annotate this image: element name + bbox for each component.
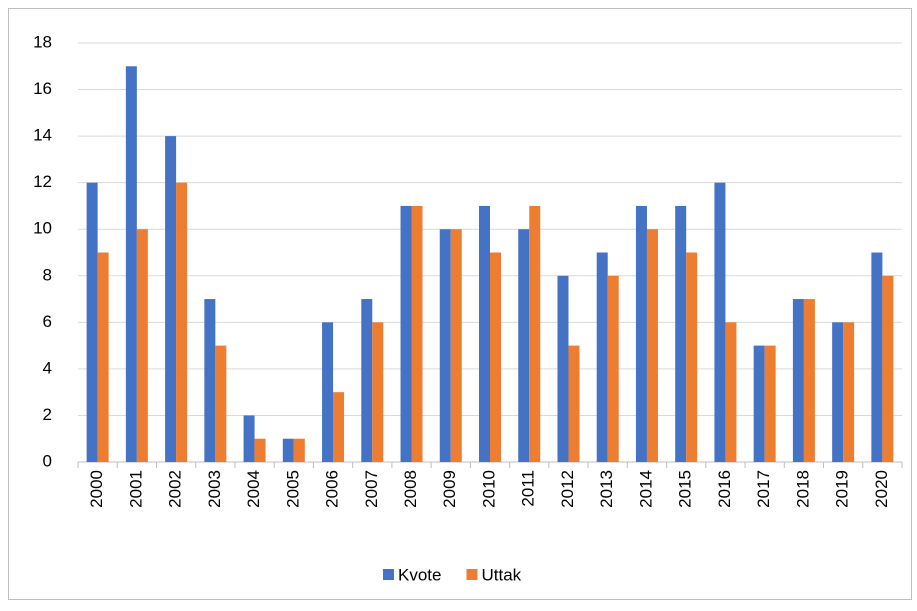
x-tick-label: 2000 [87, 470, 106, 508]
bar [557, 275, 569, 462]
y-tick-label: 12 [33, 172, 52, 191]
bar [215, 345, 227, 462]
y-tick-label: 16 [33, 79, 52, 98]
bar [529, 205, 541, 462]
bar [871, 252, 883, 462]
x-tick-label: 2015 [676, 470, 695, 508]
legend-label: Uttak [481, 565, 521, 584]
bar [400, 205, 412, 462]
y-tick-label: 8 [43, 265, 52, 284]
x-tick-label: 2011 [519, 470, 538, 507]
bar [490, 252, 501, 462]
y-tick-label: 10 [33, 219, 52, 238]
bar [322, 322, 334, 462]
bar [792, 299, 804, 462]
bar [479, 205, 490, 462]
bar [361, 299, 373, 462]
bar [843, 322, 855, 462]
bar [764, 345, 776, 462]
x-tick-label: 2012 [558, 470, 577, 508]
bar [86, 182, 98, 462]
bar [450, 229, 462, 462]
x-tick-label: 2019 [833, 470, 852, 508]
bar [607, 275, 619, 462]
x-tick-label: 2001 [126, 470, 145, 508]
bar [686, 252, 698, 462]
x-tick-label: 2004 [244, 470, 263, 508]
bar [832, 322, 844, 462]
bar [882, 275, 894, 462]
y-tick-label: 14 [33, 126, 52, 145]
bar [176, 182, 188, 462]
bar [714, 182, 726, 462]
bar [596, 252, 608, 462]
bar [293, 438, 305, 462]
bar [243, 415, 255, 462]
bar [411, 205, 423, 462]
bar [333, 392, 345, 462]
bar [675, 205, 687, 462]
x-tick-label: 2006 [323, 470, 342, 508]
bar [439, 229, 451, 462]
bar [136, 229, 148, 462]
y-tick-label: 18 [33, 32, 52, 51]
x-tick-label: 2016 [715, 470, 734, 508]
legend-label: Kvote [398, 565, 441, 584]
x-tick-label: 2002 [166, 470, 185, 508]
x-tick-label: 2003 [205, 470, 224, 508]
y-tick-label: 0 [43, 451, 52, 470]
bar [725, 322, 737, 462]
y-tick-label: 2 [43, 405, 52, 424]
bar [646, 229, 658, 462]
x-tick-label: 2020 [872, 470, 891, 508]
x-tick-label: 2007 [362, 470, 381, 508]
legend-swatch [466, 569, 478, 580]
y-tick-label: 6 [43, 312, 52, 331]
bar [803, 299, 815, 462]
x-tick-label: 2014 [636, 470, 655, 508]
bar [165, 136, 177, 462]
y-tick-label: 4 [43, 358, 52, 377]
bar [568, 345, 580, 462]
bar [204, 299, 216, 462]
x-tick-label: 2005 [283, 470, 302, 508]
legend-swatch [383, 569, 394, 580]
bar [125, 66, 137, 463]
x-tick-label: 2008 [401, 470, 420, 508]
bar [753, 345, 765, 462]
bar [254, 438, 266, 462]
bar [635, 205, 647, 462]
bar [518, 229, 530, 462]
x-tick-label: 2010 [479, 470, 498, 508]
x-tick-label: 2018 [793, 470, 812, 508]
x-tick-label: 2013 [597, 470, 616, 508]
x-tick-label: 2017 [754, 470, 773, 508]
bar [97, 252, 109, 462]
bar [282, 438, 294, 462]
x-tick-label: 2009 [440, 470, 459, 508]
bar [372, 322, 384, 462]
